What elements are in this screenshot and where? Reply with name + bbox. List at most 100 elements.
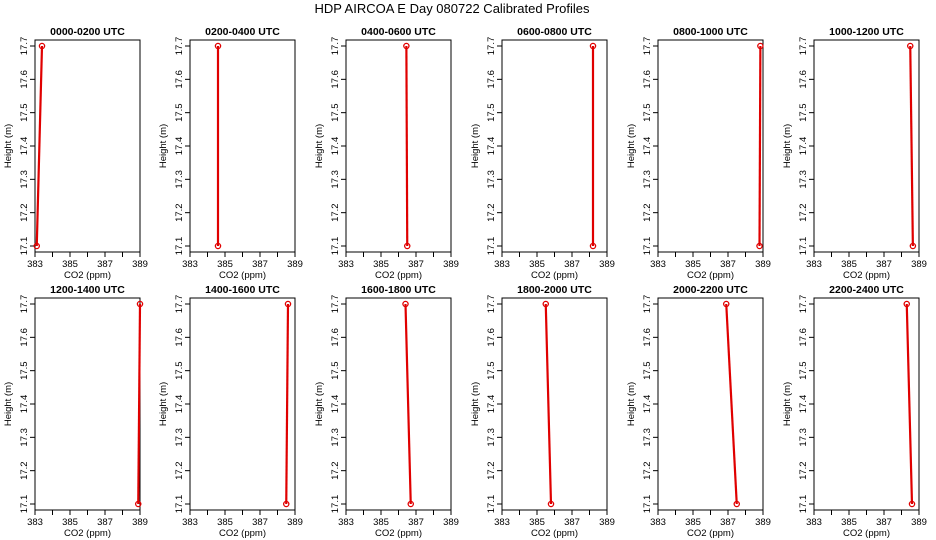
- y-tick-label: 17.5: [486, 103, 497, 122]
- x-tick-label: 387: [408, 259, 424, 270]
- panels-grid: 0000-0200 UTC 383 385 387 389 17.1 17.2 17.3 17.…: [3, 26, 927, 539]
- profile-panel-5: 0800-1000 UTC 383 385 387 389 17.1 17.2 17.3 17.…: [626, 26, 771, 281]
- data-point-marker: [723, 300, 730, 308]
- profile-panel-12: 2200-2400 UTC 383 385 387 389 17.1 17.2 17.3 17.…: [782, 284, 927, 539]
- y-tick-label: 17.4: [486, 137, 497, 156]
- plot-frame: [189, 39, 296, 253]
- x-tick-label: 389: [287, 259, 303, 270]
- x-tick-label: 385: [529, 517, 545, 528]
- x-axis-label: CO2 (ppm): [219, 528, 266, 539]
- x-tick-label: 389: [599, 259, 615, 270]
- profile-line: [35, 45, 44, 247]
- y-tick-label: 17.1: [174, 237, 185, 256]
- x-axis-label: CO2 (ppm): [375, 528, 422, 539]
- x-tick-label: 383: [182, 517, 198, 528]
- x-tick-label: 389: [443, 259, 459, 270]
- y-tick-label: 17.6: [174, 70, 185, 89]
- y-tick-label: 17.7: [642, 295, 653, 314]
- x-tick-label: 389: [287, 517, 303, 528]
- panel-title: 0200-0400 UTC: [205, 26, 280, 38]
- y-tick-label: 17.3: [19, 428, 30, 447]
- data-point-marker: [403, 42, 410, 50]
- profile-panel-11: 2000-2200 UTC 383 385 387 389 17.1 17.2 17.3 17.…: [626, 284, 771, 539]
- y-tick-label: 17.1: [486, 495, 497, 514]
- x-tick-label: 387: [97, 517, 113, 528]
- data-point-marker: [757, 42, 764, 50]
- figure-title: HDP AIRCOA E Day 080722 Calibrated Profi…: [314, 1, 590, 16]
- y-tick-label: 17.7: [174, 37, 185, 56]
- y-axis-label: Height (m): [470, 382, 481, 426]
- x-tick-label: 387: [876, 517, 892, 528]
- x-tick-label: 389: [911, 259, 927, 270]
- y-tick-label: 17.3: [798, 170, 809, 189]
- y-tick-label: 17.5: [486, 361, 497, 380]
- y-axis-label: Height (m): [626, 124, 637, 168]
- profile-line: [405, 45, 409, 247]
- profile-line: [909, 45, 914, 247]
- y-tick-label: 17.1: [330, 495, 341, 514]
- x-tick-label: 383: [338, 259, 354, 270]
- x-tick-label: 385: [217, 517, 233, 528]
- panel-title: 0000-0200 UTC: [50, 26, 125, 38]
- plot-frame: [501, 39, 608, 253]
- x-tick-label: 387: [97, 259, 113, 270]
- y-tick-label: 17.5: [19, 361, 30, 380]
- y-tick-label: 17.6: [330, 328, 341, 347]
- y-tick-label: 17.7: [798, 295, 809, 314]
- y-tick-label: 17.6: [642, 328, 653, 347]
- x-axis-label: CO2 (ppm): [531, 270, 578, 281]
- plot-frame: [813, 297, 920, 511]
- x-axis-label: CO2 (ppm): [219, 270, 266, 281]
- y-tick-label: 17.2: [174, 461, 185, 480]
- y-tick-label: 17.2: [486, 461, 497, 480]
- y-tick-label: 17.5: [642, 361, 653, 380]
- x-tick-label: 383: [338, 517, 354, 528]
- data-point-marker: [908, 500, 916, 508]
- profile-line: [285, 303, 290, 505]
- data-point-marker: [756, 242, 763, 250]
- plot-frame: [345, 297, 452, 511]
- y-axis-label: Height (m): [626, 382, 637, 426]
- y-tick-label: 17.4: [19, 395, 30, 414]
- y-tick-label: 17.1: [642, 237, 653, 256]
- data-point-marker: [909, 242, 917, 250]
- y-tick-label: 17.1: [330, 237, 341, 256]
- panel-title: 1600-1800 UTC: [361, 284, 436, 296]
- panel-title: 0400-0600 UTC: [361, 26, 436, 38]
- y-tick-label: 17.6: [174, 328, 185, 347]
- y-tick-label: 17.3: [330, 428, 341, 447]
- x-tick-label: 385: [529, 259, 545, 270]
- y-tick-label: 17.3: [174, 428, 185, 447]
- y-tick-label: 17.3: [486, 170, 497, 189]
- x-tick-label: 389: [911, 517, 927, 528]
- y-tick-label: 17.3: [642, 170, 653, 189]
- x-tick-label: 385: [685, 517, 701, 528]
- x-tick-label: 383: [494, 517, 510, 528]
- y-tick-label: 17.3: [798, 428, 809, 447]
- y-tick-label: 17.6: [19, 70, 30, 89]
- x-tick-label: 387: [408, 517, 424, 528]
- x-tick-label: 387: [564, 259, 580, 270]
- y-tick-label: 17.1: [19, 495, 30, 514]
- y-axis-label: Height (m): [782, 124, 793, 168]
- x-axis-label: CO2 (ppm): [64, 528, 111, 539]
- y-tick-label: 17.2: [642, 203, 653, 222]
- x-tick-label: 387: [564, 517, 580, 528]
- y-tick-label: 17.1: [642, 495, 653, 514]
- profile-line: [725, 303, 738, 505]
- y-tick-label: 17.3: [486, 428, 497, 447]
- x-tick-label: 385: [841, 259, 857, 270]
- x-axis-label: CO2 (ppm): [687, 270, 734, 281]
- y-tick-label: 17.5: [174, 103, 185, 122]
- y-tick-label: 17.4: [798, 137, 809, 156]
- y-tick-label: 17.1: [486, 237, 497, 256]
- profile-panel-8: 1400-1600 UTC 383 385 387 389 17.1 17.2 17.3 17.…: [158, 284, 303, 539]
- data-point-marker: [542, 300, 550, 308]
- plot-frame: [345, 39, 452, 253]
- plot-frame: [34, 297, 141, 511]
- profile-line: [544, 303, 553, 505]
- y-tick-label: 17.6: [19, 328, 30, 347]
- y-axis-label: Height (m): [314, 382, 325, 426]
- y-tick-label: 17.3: [174, 170, 185, 189]
- data-point-marker: [214, 42, 222, 50]
